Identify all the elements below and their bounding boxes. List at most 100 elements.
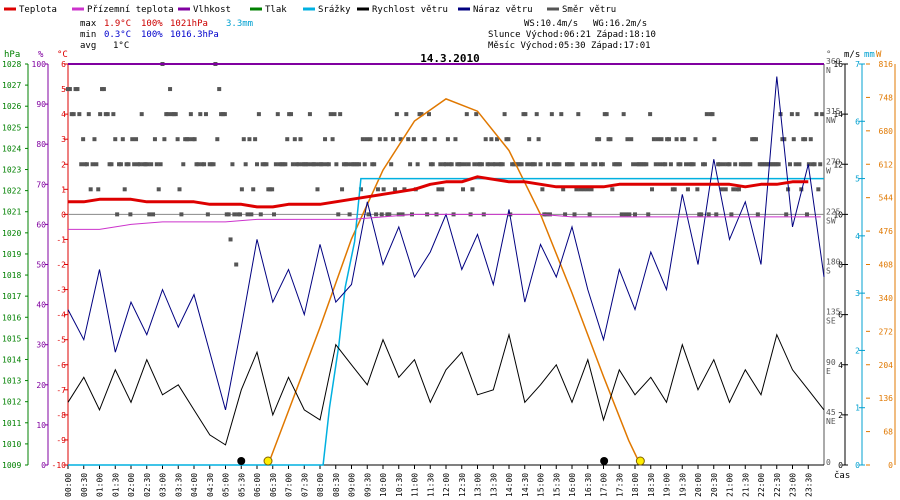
tick-label-temperature: 6 — [61, 60, 66, 69]
tick-label-direction-deg: 45 — [826, 408, 836, 417]
wind-direction-dot — [814, 112, 819, 117]
wind-direction-dot — [379, 212, 384, 217]
wind-direction-dot — [358, 187, 363, 192]
tick-label-time: 02:00 — [127, 473, 136, 497]
wind-direction-dot — [691, 162, 696, 167]
wind-direction-dot — [629, 137, 634, 142]
wind-direction-dot — [576, 112, 581, 117]
wind-direction-dot — [585, 187, 590, 192]
tick-label-time: 22:00 — [757, 473, 766, 497]
wind-direction-dot — [633, 212, 637, 217]
wind-direction-dot — [330, 137, 335, 142]
wind-direction-dot — [389, 162, 394, 167]
tick-label-direction-deg: 270 — [826, 157, 841, 166]
wind-direction-dot — [375, 187, 380, 192]
tick-label-pressure: 1013 — [2, 377, 21, 386]
tick-label-temperature: -6 — [56, 361, 66, 370]
wind-direction-dot — [368, 137, 373, 142]
tick-label-direction-name: NE — [826, 417, 836, 426]
wind-direction-dot — [332, 112, 337, 117]
wind-direction-dot — [334, 162, 339, 167]
wind-direction-dot — [600, 162, 605, 167]
wind-direction-dot — [466, 162, 471, 167]
wind-direction-dot — [313, 162, 318, 167]
wind-direction-dot — [340, 187, 345, 192]
wind-direction-dot — [684, 162, 689, 167]
axis-unit-temperature: °C — [57, 50, 68, 60]
wind-direction-dot — [519, 162, 524, 167]
wind-direction-dot — [540, 187, 545, 192]
wind-direction-dot — [396, 212, 401, 217]
tick-label-solar: 136 — [879, 394, 894, 403]
wind-direction-dot — [79, 162, 84, 167]
wind-direction-dot — [572, 212, 577, 217]
tick-label-direction-deg: 315 — [826, 107, 841, 116]
tick-label-time: 17:30 — [615, 473, 624, 497]
sunset-marker — [635, 456, 645, 466]
wind-direction-dot — [461, 187, 466, 192]
tick-label-time: 11:30 — [426, 473, 435, 497]
wind-direction-dot — [175, 137, 180, 142]
tick-label-solar: 340 — [879, 294, 894, 303]
tick-label-humidity: 30 — [36, 341, 46, 350]
wind-direction-dot — [411, 137, 416, 142]
tick-label-wind: 12 — [833, 160, 843, 169]
wind-direction-dot — [474, 112, 479, 117]
tick-label-humidity: 80 — [36, 140, 46, 149]
tick-label-precip: 6 — [855, 117, 860, 126]
wind-direction-dot — [202, 162, 207, 167]
wind-direction-dot — [604, 112, 609, 117]
tick-label-time: 20:30 — [710, 473, 719, 497]
tick-label-direction-deg: 180 — [826, 258, 841, 267]
tick-label-time: 18:00 — [631, 473, 640, 497]
wind-direction-dot — [646, 212, 651, 217]
wind-direction-dot — [179, 212, 184, 217]
tick-label-pressure: 1016 — [2, 313, 21, 322]
stat-max-hum: 100% — [141, 19, 163, 29]
wind-direction-dot — [748, 162, 753, 167]
tick-label-temperature: 5 — [61, 85, 66, 94]
axis-unit-precip: mm — [864, 50, 875, 60]
wind-direction-dot — [128, 212, 133, 217]
tick-label-pressure: 1017 — [2, 292, 21, 301]
wind-direction-dot — [459, 162, 464, 167]
tick-label-direction-name: W — [826, 166, 831, 175]
wind-direction-dot — [449, 162, 454, 167]
wind-direction-dot — [795, 112, 800, 117]
tick-label-time: 19:00 — [663, 473, 672, 497]
wind-direction-dot — [120, 137, 125, 142]
wind-direction-dot — [101, 87, 106, 92]
wind-direction-dot — [132, 162, 137, 167]
stat-min-pres: 1016.3hPa — [170, 30, 219, 40]
axis-label-time: čas — [834, 470, 850, 481]
tick-label-solar: 476 — [879, 227, 894, 236]
wind-direction-dot — [226, 212, 231, 217]
wind-direction-dot — [151, 212, 156, 217]
tick-label-time: 23:30 — [804, 473, 813, 497]
wind-direction-dot — [534, 112, 539, 117]
tick-label-pressure: 1024 — [2, 144, 21, 153]
tick-label-pressure: 1025 — [2, 123, 21, 132]
wind-direction-dot — [196, 162, 201, 167]
wind-direction-dot — [360, 137, 365, 142]
wind-direction-dot — [621, 112, 626, 117]
tick-label-direction-name: NW — [826, 116, 836, 125]
tick-label-precip: 7 — [855, 60, 860, 69]
wind-direction-dot — [372, 162, 377, 167]
wind-direction-dot — [593, 162, 598, 167]
wind-direction-dot — [644, 162, 649, 167]
wind-direction-dot — [88, 187, 93, 192]
stat-max-temp: 1.9°C — [104, 19, 131, 29]
wind-direction-dot — [255, 162, 259, 167]
chart-title: 14.3.2010 — [420, 52, 480, 65]
wind-direction-dot — [820, 112, 825, 117]
wind-direction-dot — [298, 137, 303, 142]
series-wind-speed — [67, 332, 825, 446]
wind-direction-dot — [374, 212, 379, 217]
wind-direction-dot — [154, 162, 159, 167]
wind-direction-dot — [158, 162, 163, 167]
wind-direction-dot — [234, 262, 239, 267]
series-precip — [68, 177, 824, 466]
wind-direction-dot — [404, 112, 409, 117]
wind-direction-dot — [408, 162, 413, 167]
